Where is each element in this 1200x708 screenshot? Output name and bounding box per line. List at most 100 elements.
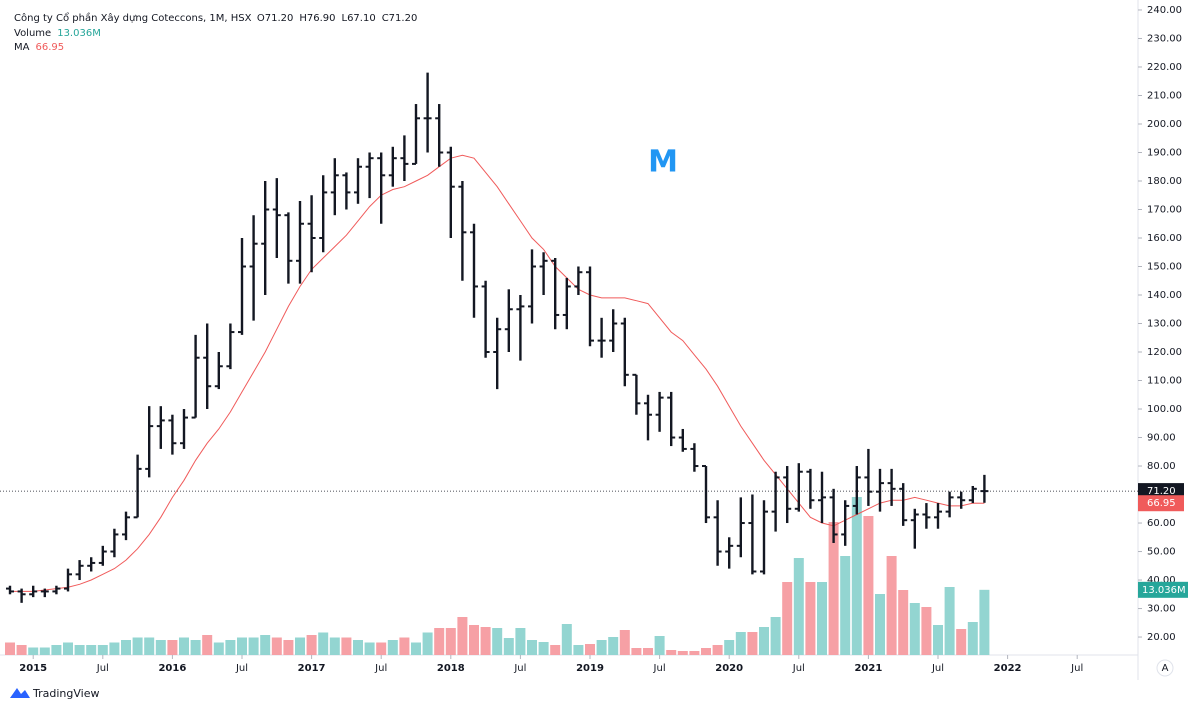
volume-bar [283, 640, 294, 655]
volume-bar [469, 625, 479, 655]
ohlc-bar [261, 180, 270, 296]
ohlc-bar [307, 195, 316, 273]
volume-bar [237, 637, 247, 655]
volume-bar [944, 587, 955, 655]
ohlc-bar [214, 352, 223, 390]
x-tick-label: 2016 [158, 663, 186, 674]
volume-bar [86, 645, 97, 655]
volume-bar [74, 645, 85, 655]
ohlc-bar [528, 249, 536, 324]
volume-bar [770, 617, 781, 655]
y-tick-label: 170.00 [1147, 204, 1182, 215]
ohlc-bar [818, 471, 826, 524]
annotation: M [648, 145, 678, 180]
volume-tag [1138, 581, 1188, 598]
volume-bar [677, 651, 688, 655]
ohlc-bar [203, 323, 212, 410]
volume-bar [411, 642, 421, 655]
ohlc-bar [760, 500, 768, 575]
ohlc-bar [122, 511, 130, 541]
volume-bar [503, 638, 514, 655]
ohlc-bar [910, 508, 919, 549]
volume-bar [666, 650, 677, 655]
ma-last: 66.95 [35, 42, 64, 53]
volume-bar [898, 590, 909, 655]
ohlc-bar [586, 266, 594, 347]
y-tick-label: 100.00 [1147, 404, 1182, 415]
volume-bar [840, 556, 851, 655]
ohlc-bar [504, 289, 513, 353]
volume-bar [97, 645, 108, 655]
x-tick-label: Jul [235, 663, 248, 674]
ohlc-bar [655, 391, 664, 432]
ohlc-bar [17, 588, 26, 603]
volume-bar [527, 640, 537, 655]
ohlc-bar [794, 463, 803, 512]
ohlc-bar [516, 295, 525, 361]
volume-bar [492, 628, 503, 655]
ohlc-bar [957, 491, 966, 509]
y-tick-label: 60.00 [1147, 518, 1176, 529]
y-tick-label: 130.00 [1147, 319, 1182, 330]
volume-bar [817, 582, 827, 655]
volume-bar [132, 637, 143, 655]
volume-bar [28, 647, 39, 655]
ohlc-bar [98, 545, 107, 566]
volume-bar [387, 640, 398, 655]
volume-bar [735, 632, 746, 655]
brand: TradingView [32, 687, 99, 700]
ohlc-bar [678, 428, 687, 452]
ohlc-bar [783, 466, 792, 524]
volume-bar [445, 628, 456, 655]
x-tick-label: 2017 [298, 663, 326, 674]
volume-bar [561, 624, 572, 655]
ohlc-bar [423, 72, 432, 153]
x-tick-label: 2018 [437, 663, 465, 674]
ohlc-bar [180, 409, 188, 449]
auto-button[interactable] [1156, 659, 1174, 677]
ohlc-bar [29, 585, 38, 598]
volume-bar [295, 637, 305, 655]
volume-bar [51, 645, 62, 655]
volume-bar [480, 627, 491, 655]
ohlc-bar [446, 146, 455, 239]
y-tick-label: 200.00 [1147, 119, 1182, 130]
volume-bar [190, 640, 201, 655]
ohlc-bar [771, 471, 780, 532]
volume-bar [515, 628, 526, 655]
ohlc-bar [841, 500, 850, 546]
ohlc-bar [551, 257, 560, 330]
volume-name: Volume [14, 28, 51, 39]
y-tick-label: 90.00 [1147, 433, 1176, 444]
volume-bar [306, 635, 317, 655]
volume-tag-label: 13.036M [1142, 585, 1186, 596]
y-tick-label: 160.00 [1147, 233, 1182, 244]
ohlc-bar [156, 406, 165, 449]
volume-bar [585, 644, 595, 655]
ohlc-bar [191, 334, 200, 419]
x-tick-label: Jul [374, 663, 387, 674]
ohlc-bar [412, 104, 420, 165]
x-tick-label: 2020 [715, 663, 743, 674]
x-tick-label: Jul [513, 663, 526, 674]
ohlc-label: H76.90 [299, 13, 335, 24]
ohlc-bar [597, 317, 606, 358]
ohlc-bar [481, 280, 490, 358]
auto-label[interactable]: A [1162, 663, 1169, 674]
volume-bar [712, 645, 723, 655]
ohlc-bar [922, 503, 931, 529]
volume-bar [909, 603, 920, 655]
x-tick-label: Jul [96, 663, 109, 674]
volume-bar [16, 645, 27, 655]
volume-bar [793, 558, 804, 655]
header: Công ty Cổ phần Xây dựng Coteccons, 1M, … [14, 11, 417, 24]
ma-name: MA [14, 42, 30, 53]
price-tag-label: 71.20 [1147, 486, 1176, 497]
ohlc-label: O71.20 [257, 13, 294, 24]
volume-bar [724, 640, 735, 655]
volume-bar [155, 640, 166, 655]
ohlc-bar [458, 180, 467, 281]
y-tick-label: 210.00 [1147, 90, 1182, 101]
ohlc-bar [887, 468, 896, 506]
